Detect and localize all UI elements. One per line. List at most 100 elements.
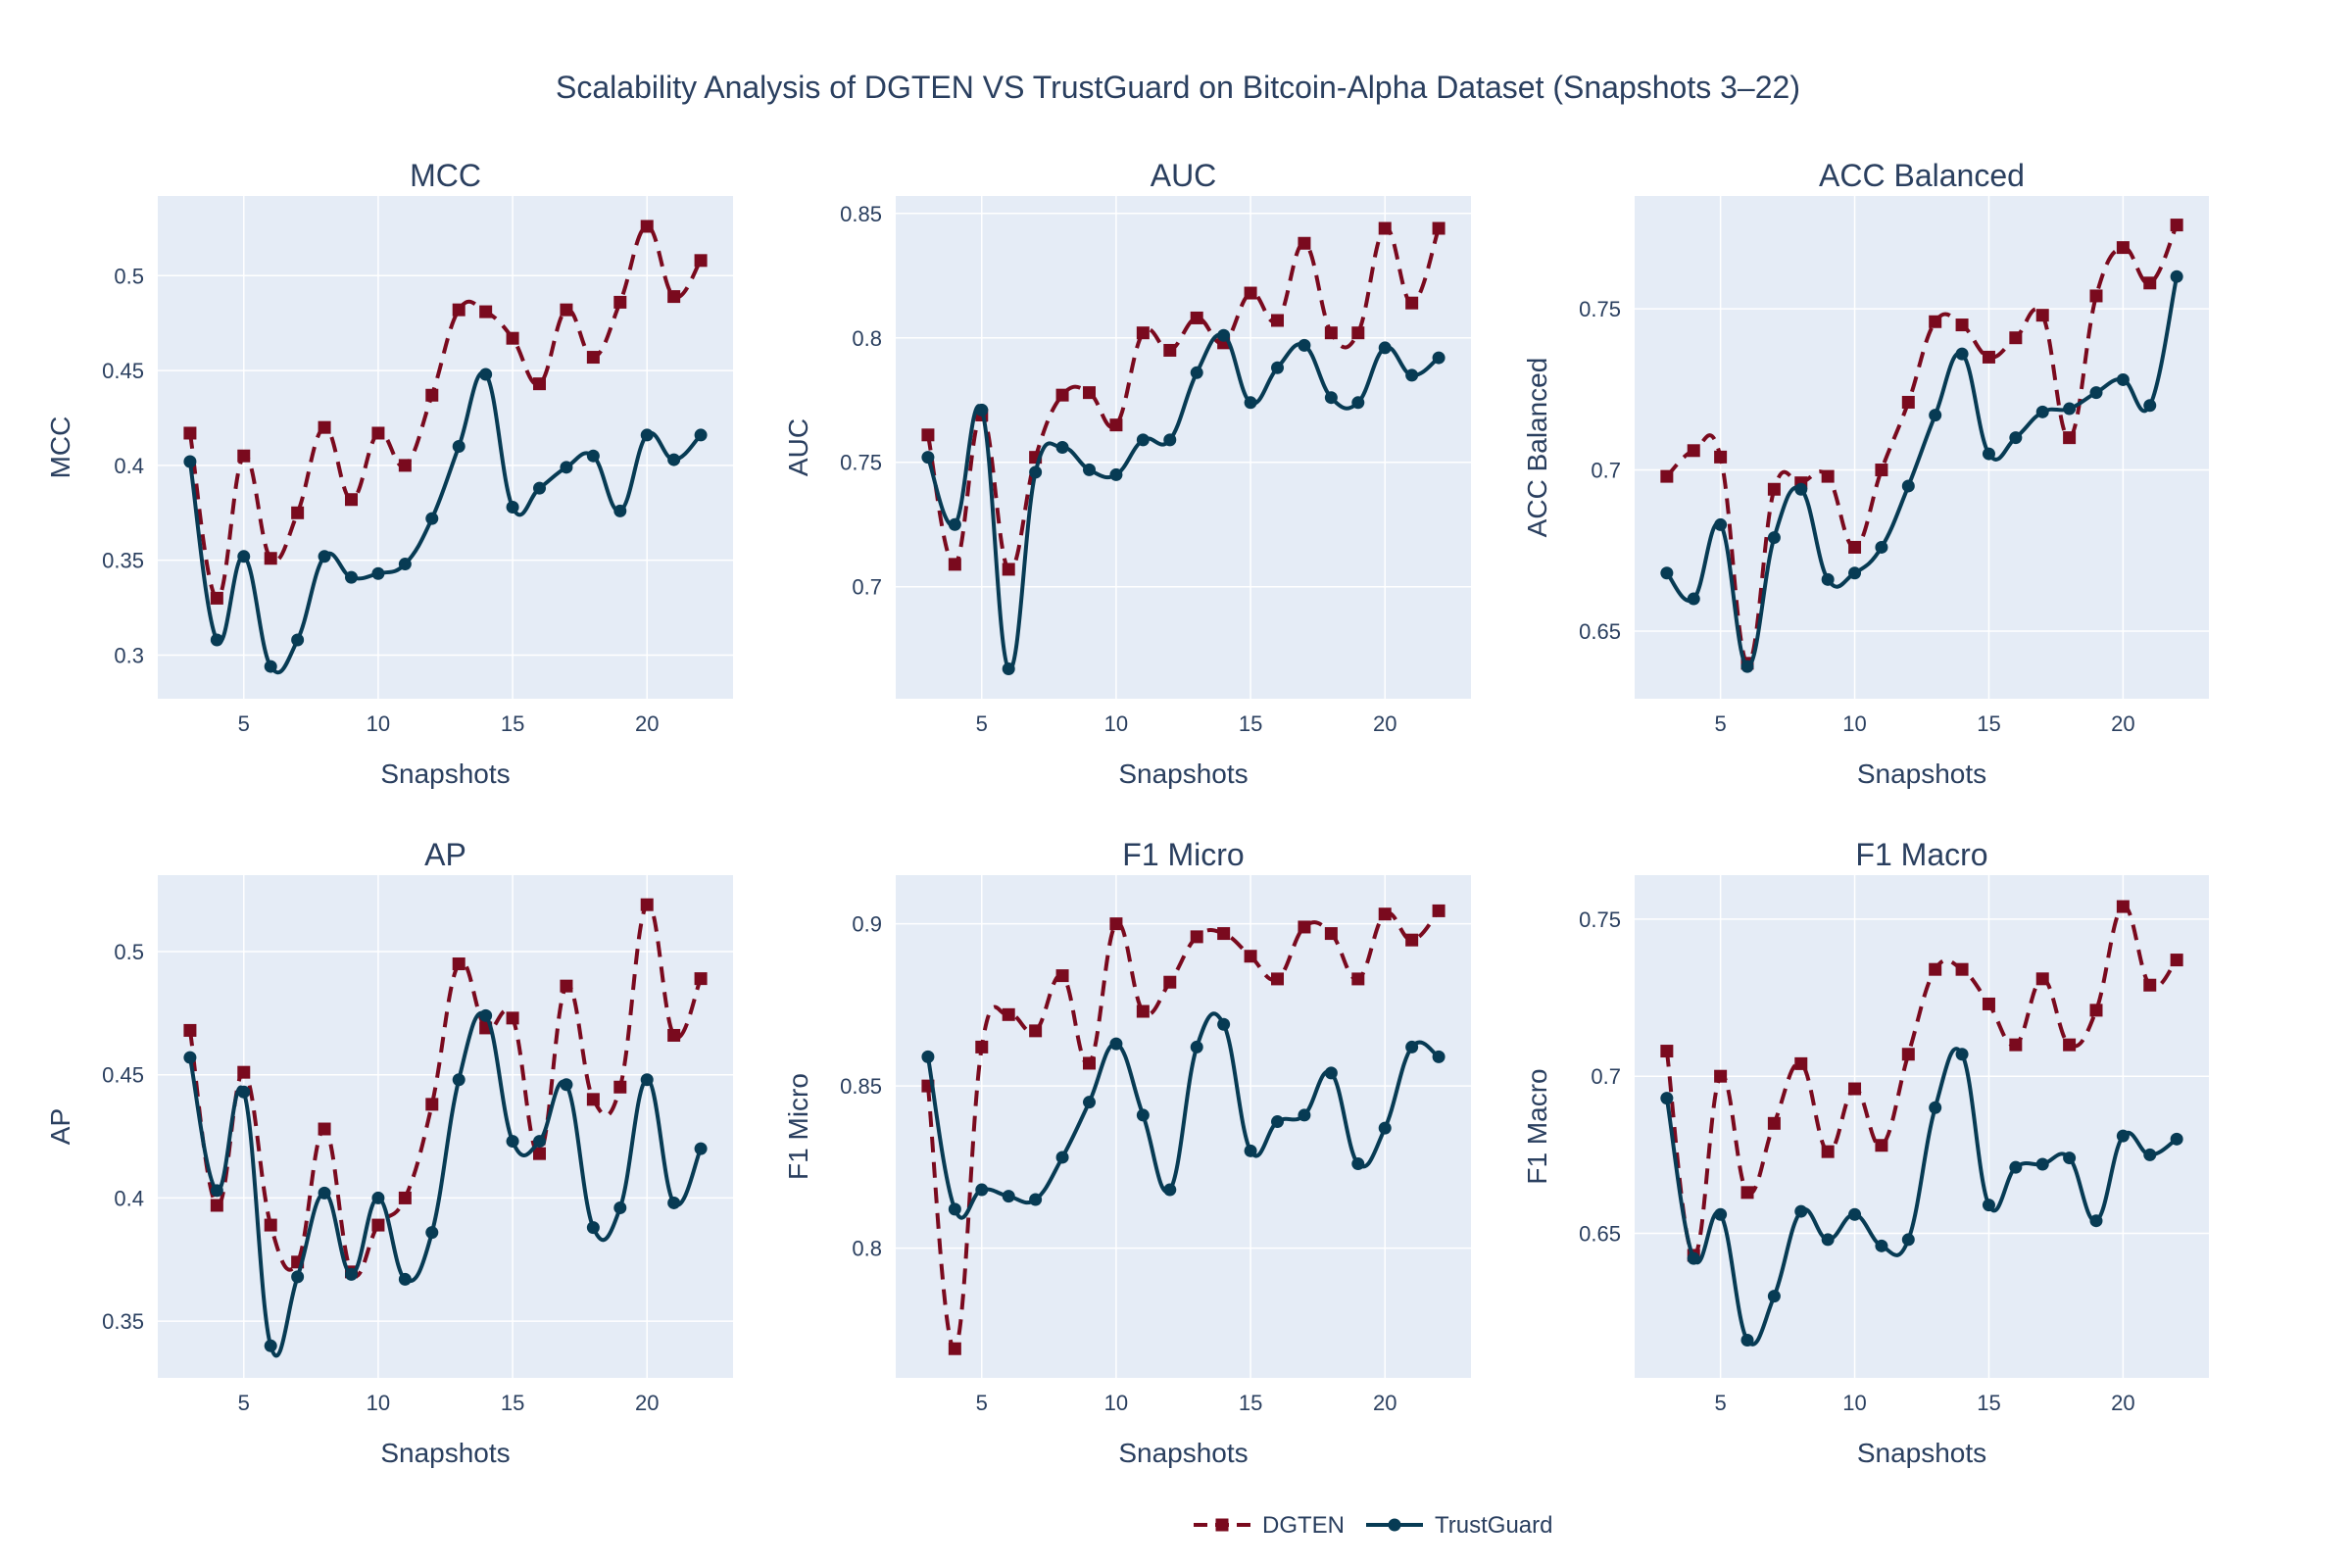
ap-point-trustguard (533, 1135, 547, 1149)
auc-point-trustguard (1298, 338, 1311, 352)
f1-macro-y-tick-label: 0.65 (1579, 1222, 1621, 1247)
ap-y-tick-label: 0.35 (102, 1309, 144, 1334)
acc-balanced-y-tick-label: 0.65 (1579, 619, 1621, 644)
mcc-x-tick-label: 5 (238, 711, 250, 736)
f1-micro-point-trustguard (1055, 1151, 1069, 1164)
subplot-f1-micro: 5 10 15 20 0.8 0.85 0.9 F1 Micro Snapshots F1 Mic… (783, 837, 1471, 1468)
auc-x-tick-label: 5 (976, 711, 988, 736)
ap-point-trustguard (398, 1272, 412, 1286)
f1-macro-point-trustguard (2035, 1157, 2049, 1171)
auc-line-trustguard (926, 332, 1441, 671)
auc-subplot-title: AUC (1151, 158, 1217, 193)
f1-macro-point-dgten (1929, 962, 1942, 976)
f1-macro-point-trustguard (2089, 1214, 2103, 1228)
acc-balanced-point-trustguard (1794, 482, 1808, 496)
f1-macro-series-dgten (1660, 900, 2183, 1262)
f1-micro-point-dgten (1190, 930, 1203, 944)
auc-point-dgten (1432, 221, 1446, 235)
acc-balanced-y-tick-label: 0.7 (1591, 459, 1621, 483)
ap-point-trustguard (425, 1226, 439, 1240)
acc-balanced-point-dgten (2035, 309, 2049, 322)
acc-balanced-x-tick-label: 15 (1977, 711, 2000, 736)
mcc-point-dgten (479, 305, 493, 318)
acc-balanced-point-dgten (2116, 241, 2130, 255)
acc-balanced-point-dgten (1875, 464, 1888, 477)
auc-series-trustguard (921, 328, 1446, 676)
mcc-point-dgten (560, 303, 573, 317)
f1-micro-point-trustguard (1190, 1040, 1203, 1054)
mcc-point-dgten (344, 493, 358, 507)
mcc-x-axis-title: Snapshots (380, 759, 510, 789)
ap-point-dgten (613, 1080, 627, 1094)
acc-balanced-point-trustguard (2009, 431, 2023, 445)
acc-balanced-point-dgten (1767, 482, 1781, 496)
acc-balanced-point-trustguard (2089, 386, 2103, 400)
mcc-point-trustguard (264, 660, 277, 673)
acc-balanced-point-dgten (2063, 431, 2077, 445)
f1-micro-point-dgten (1002, 1007, 1015, 1021)
acc-balanced-y-tick-label: 0.75 (1579, 297, 1621, 321)
mcc-point-dgten (694, 254, 708, 268)
f1-macro-point-dgten (1794, 1056, 1808, 1070)
ap-point-dgten (667, 1028, 681, 1042)
auc-point-dgten (948, 558, 961, 571)
ap-point-dgten (237, 1065, 251, 1079)
acc-balanced-point-trustguard (1875, 540, 1888, 554)
f1-macro-point-trustguard (2143, 1148, 2157, 1161)
f1-macro-point-dgten (1821, 1145, 1835, 1158)
ap-point-trustguard (291, 1270, 305, 1284)
f1-micro-y-tick-label: 0.8 (852, 1237, 882, 1261)
f1-macro-point-trustguard (1660, 1092, 1674, 1105)
acc-balanced-point-trustguard (1929, 409, 1942, 422)
mcc-point-dgten (452, 303, 466, 317)
f1-micro-point-trustguard (1136, 1108, 1150, 1122)
subplot-auc: 5 10 15 20 0.7 0.75 0.8 0.85 AUC Snapshots AUC (783, 158, 1471, 789)
f1-macro-point-dgten (1660, 1045, 1674, 1058)
f1-micro-point-dgten (1055, 969, 1069, 983)
f1-micro-point-dgten (1244, 950, 1257, 963)
f1-micro-series-trustguard (921, 1011, 1446, 1220)
mcc-x-tick-label: 15 (501, 711, 524, 736)
mcc-point-dgten (425, 388, 439, 402)
acc-balanced-point-dgten (2143, 276, 2157, 290)
ap-point-dgten (586, 1093, 600, 1106)
f1-micro-point-dgten (1432, 904, 1446, 917)
acc-balanced-point-trustguard (1740, 660, 1754, 673)
acc-balanced-x-tick-label: 10 (1842, 711, 1866, 736)
f1-macro-subplot-title: F1 Macro (1855, 837, 1987, 872)
f1-macro-point-dgten (1740, 1186, 1754, 1200)
ap-y-axis-title: AP (45, 1108, 75, 1145)
f1-micro-x-axis-title: Snapshots (1118, 1438, 1248, 1468)
mcc-y-tick-label: 0.4 (114, 454, 144, 478)
f1-micro-point-dgten (1271, 972, 1285, 986)
mcc-point-dgten (640, 220, 654, 233)
mcc-y-tick-label: 0.3 (114, 643, 144, 667)
mcc-point-dgten (371, 426, 385, 440)
f1-macro-y-tick-label: 0.75 (1579, 907, 1621, 932)
auc-point-trustguard (1082, 463, 1096, 476)
mcc-series-dgten (183, 220, 708, 605)
f1-micro-point-trustguard (1351, 1157, 1365, 1171)
auc-point-trustguard (1163, 433, 1177, 447)
f1-micro-point-dgten (1029, 1024, 1043, 1038)
f1-micro-x-tick-label: 15 (1239, 1391, 1262, 1415)
f1-macro-point-trustguard (2170, 1132, 2183, 1146)
mcc-point-dgten (291, 506, 305, 519)
legend-label-trustguard: TrustGuard (1435, 1512, 1552, 1539)
f1-macro-point-trustguard (2009, 1160, 2023, 1174)
mcc-point-trustguard (694, 428, 708, 442)
f1-micro-x-tick-label: 5 (976, 1391, 988, 1415)
ap-point-dgten (533, 1147, 547, 1160)
f1-micro-point-dgten (975, 1040, 989, 1054)
auc-point-dgten (1136, 326, 1150, 340)
f1-micro-series-dgten (921, 904, 1446, 1355)
mcc-series-trustguard (183, 368, 708, 675)
f1-micro-point-dgten (1217, 927, 1231, 941)
ap-point-trustguard (210, 1184, 223, 1198)
acc-balanced-point-dgten (1660, 469, 1674, 483)
mcc-point-trustguard (640, 428, 654, 442)
ap-point-trustguard (318, 1186, 331, 1200)
acc-balanced-point-trustguard (2035, 405, 2049, 418)
mcc-point-trustguard (586, 449, 600, 463)
